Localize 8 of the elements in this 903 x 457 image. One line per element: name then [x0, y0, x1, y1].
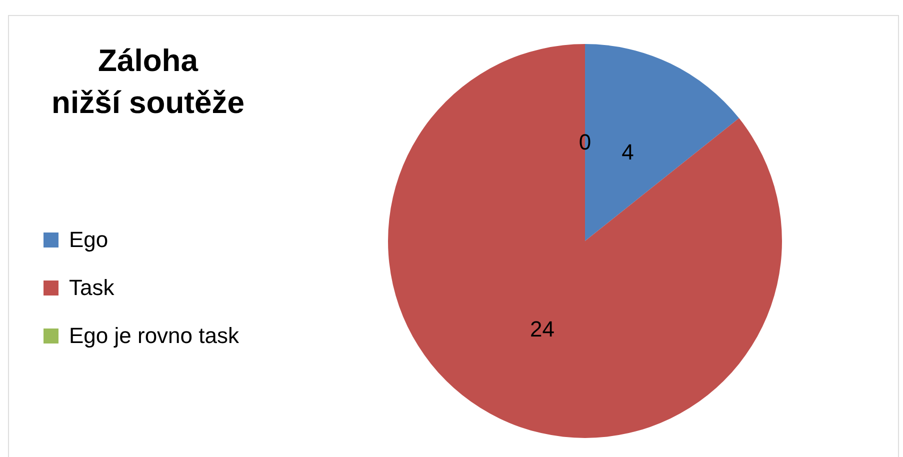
- legend-label: Task: [69, 275, 116, 300]
- text: Záloha nižší soutěže: [52, 43, 244, 120]
- text: 0: [578, 130, 592, 154]
- pie-slice: [388, 44, 782, 438]
- data-label: 24: [530, 316, 555, 342]
- legend-label: Ego je rovno task: [69, 323, 240, 348]
- legend-label: Ego: [69, 227, 108, 252]
- data-label: 4: [622, 139, 634, 164]
